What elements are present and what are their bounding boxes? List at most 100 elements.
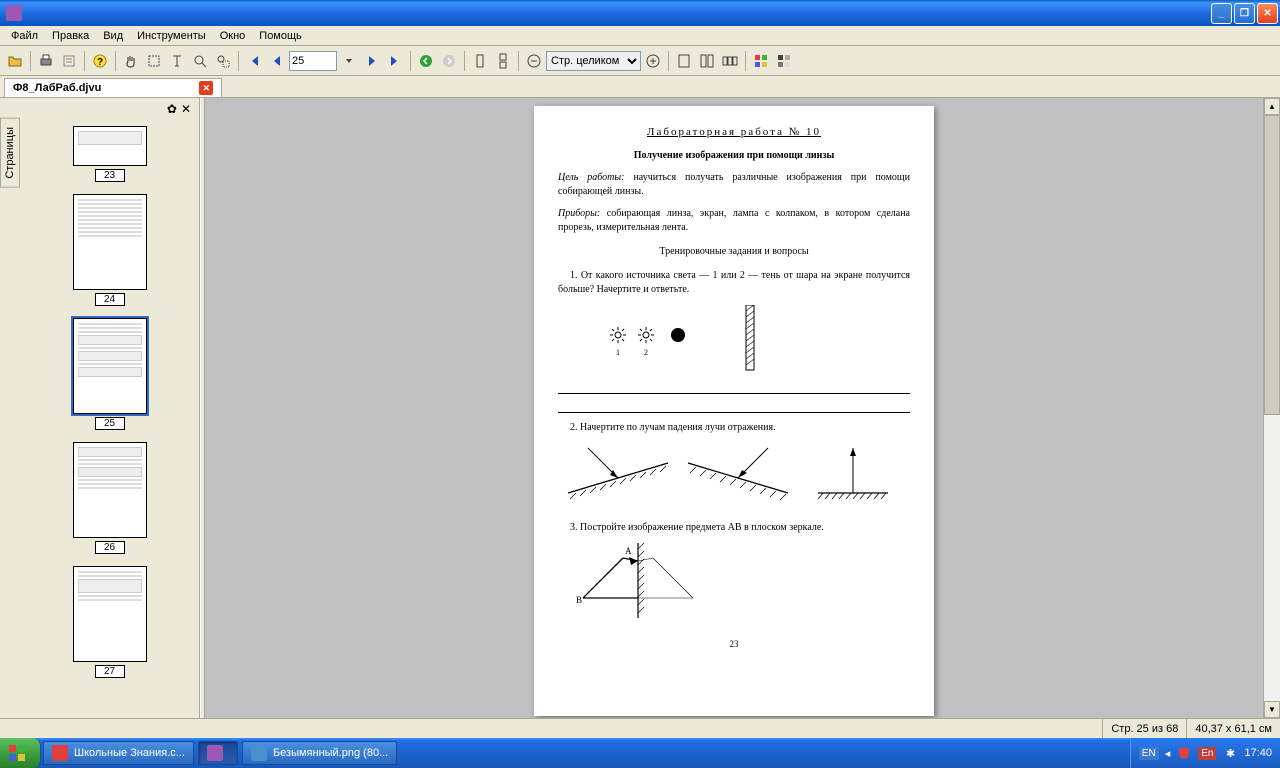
clock[interactable]: 17:40 bbox=[1244, 747, 1272, 759]
menu-window[interactable]: Окно bbox=[213, 28, 253, 44]
thumb-label: 25 bbox=[95, 417, 125, 430]
thumbnail-item[interactable]: 26 bbox=[70, 442, 150, 554]
tray-expand-icon[interactable]: ◂ bbox=[1165, 747, 1171, 760]
tab-close-icon[interactable]: ✕ bbox=[199, 81, 213, 95]
scroll-thumb[interactable] bbox=[1264, 115, 1280, 415]
help-icon[interactable]: ? bbox=[89, 50, 111, 72]
page-number: 23 bbox=[558, 639, 910, 649]
separator bbox=[745, 51, 746, 71]
zoom-out-icon[interactable] bbox=[523, 50, 545, 72]
layout3-icon[interactable] bbox=[719, 50, 741, 72]
zoom-select[interactable]: Стр. целиком bbox=[546, 51, 641, 71]
diagram-2 bbox=[558, 443, 910, 513]
zoom-region-icon[interactable] bbox=[212, 50, 234, 72]
taskbar-item[interactable]: Безымянный.png (80... bbox=[242, 741, 397, 765]
page-number-input[interactable] bbox=[289, 51, 337, 71]
color-icon[interactable] bbox=[750, 50, 772, 72]
thumbnail-item[interactable]: 25 bbox=[70, 318, 150, 430]
thumb-label: 24 bbox=[95, 293, 125, 306]
last-page-icon[interactable] bbox=[384, 50, 406, 72]
first-page-icon[interactable] bbox=[243, 50, 265, 72]
svg-text:2: 2 bbox=[644, 348, 648, 357]
separator bbox=[410, 51, 411, 71]
menu-edit[interactable]: Правка bbox=[45, 28, 96, 44]
toolbar: ? Стр. целиком bbox=[0, 46, 1280, 76]
thumbnail-item[interactable]: 24 bbox=[70, 194, 150, 306]
separator bbox=[464, 51, 465, 71]
separator bbox=[30, 51, 31, 71]
status-cursor-pos: 40,37 x 61,1 см bbox=[1186, 719, 1280, 738]
thumbnail-controls: ✿ ✕ bbox=[24, 102, 195, 120]
browser-icon bbox=[52, 745, 68, 761]
close-button[interactable]: ✕ bbox=[1257, 3, 1278, 24]
taskbar-item[interactable] bbox=[198, 741, 238, 765]
continuous-icon[interactable] bbox=[492, 50, 514, 72]
scroll-track[interactable] bbox=[1264, 115, 1280, 701]
thumb-label: 23 bbox=[95, 169, 125, 182]
document-tab-bar: Ф8_ЛабРаб.djvu ✕ bbox=[0, 76, 1280, 98]
thumb-label: 27 bbox=[95, 665, 125, 678]
answer-line bbox=[558, 412, 910, 413]
vertical-scrollbar[interactable]: ▲ ▼ bbox=[1263, 98, 1280, 718]
system-tray: EN ◂ En ✱ 17:40 bbox=[1130, 738, 1280, 768]
document-view[interactable]: Лабораторная работа № 10 Получение изобр… bbox=[205, 98, 1263, 718]
minimize-button[interactable]: _ bbox=[1211, 3, 1232, 24]
devices-paragraph: Приборы: собирающая линза, экран, лампа … bbox=[558, 207, 910, 235]
menu-help[interactable]: Помощь bbox=[252, 28, 309, 44]
image-icon bbox=[251, 745, 267, 761]
bw-icon[interactable] bbox=[773, 50, 795, 72]
hand-icon[interactable] bbox=[120, 50, 142, 72]
scroll-down-icon[interactable]: ▼ bbox=[1264, 701, 1280, 718]
thumbnail-item[interactable]: 23 bbox=[70, 126, 150, 182]
thumbnail-list[interactable]: ✿ ✕ 23 24 25 26 27 bbox=[20, 98, 199, 718]
keyboard-layout[interactable]: En bbox=[1198, 747, 1216, 760]
svg-text:?: ? bbox=[97, 57, 103, 68]
nav-fwd-icon[interactable] bbox=[438, 50, 460, 72]
select-text-icon[interactable] bbox=[166, 50, 188, 72]
print-icon[interactable] bbox=[35, 50, 57, 72]
menu-file[interactable]: Файл bbox=[4, 28, 45, 44]
next-page-icon[interactable] bbox=[361, 50, 383, 72]
layout2-icon[interactable] bbox=[696, 50, 718, 72]
goal-paragraph: Цель работы: научиться получать различны… bbox=[558, 171, 910, 199]
zoom-in-icon[interactable] bbox=[642, 50, 664, 72]
thumb-label: 26 bbox=[95, 541, 125, 554]
svg-text:A: A bbox=[625, 546, 632, 556]
answer-line bbox=[558, 393, 910, 394]
title-bar: _ ❐ ✕ bbox=[0, 0, 1280, 26]
menu-bar: Файл Правка Вид Инструменты Окно Помощь bbox=[0, 26, 1280, 46]
open-icon[interactable] bbox=[4, 50, 26, 72]
document-tab[interactable]: Ф8_ЛабРаб.djvu ✕ bbox=[4, 78, 222, 97]
taskbar-item[interactable]: Школьные Знания.c... bbox=[43, 741, 194, 765]
diagram-3: A B bbox=[558, 543, 910, 623]
menu-tools[interactable]: Инструменты bbox=[130, 28, 213, 44]
sidebar: Страницы ✿ ✕ 23 24 25 26 bbox=[0, 98, 200, 718]
svg-text:1: 1 bbox=[616, 348, 620, 357]
gear-icon[interactable]: ✿ bbox=[167, 102, 177, 120]
separator bbox=[238, 51, 239, 71]
close-panel-icon[interactable]: ✕ bbox=[181, 102, 191, 120]
sidebar-tab-pages[interactable]: Страницы bbox=[0, 118, 20, 188]
separator bbox=[518, 51, 519, 71]
section-title: Тренировочные задания и вопросы bbox=[558, 245, 910, 259]
window-buttons: _ ❐ ✕ bbox=[1211, 3, 1278, 24]
thumbnail-item[interactable]: 27 bbox=[70, 566, 150, 678]
scroll-up-icon[interactable]: ▲ bbox=[1264, 98, 1280, 115]
question-2: 2. Начертите по лучам падения лучи отраж… bbox=[558, 421, 910, 435]
maximize-button[interactable]: ❐ bbox=[1234, 3, 1255, 24]
start-button[interactable] bbox=[0, 738, 41, 768]
prev-page-icon[interactable] bbox=[266, 50, 288, 72]
page-dropdown-icon[interactable] bbox=[338, 50, 360, 72]
shield-icon[interactable] bbox=[1176, 745, 1192, 761]
select-rect-icon[interactable] bbox=[143, 50, 165, 72]
single-page-icon[interactable] bbox=[469, 50, 491, 72]
separator bbox=[84, 51, 85, 71]
page-content: Лабораторная работа № 10 Получение изобр… bbox=[534, 106, 934, 716]
zoom-icon[interactable] bbox=[189, 50, 211, 72]
menu-view[interactable]: Вид bbox=[96, 28, 130, 44]
nav-back-icon[interactable] bbox=[415, 50, 437, 72]
layout1-icon[interactable] bbox=[673, 50, 695, 72]
language-indicator[interactable]: EN bbox=[1139, 747, 1159, 760]
find-icon[interactable] bbox=[58, 50, 80, 72]
star-icon[interactable]: ✱ bbox=[1222, 745, 1238, 761]
